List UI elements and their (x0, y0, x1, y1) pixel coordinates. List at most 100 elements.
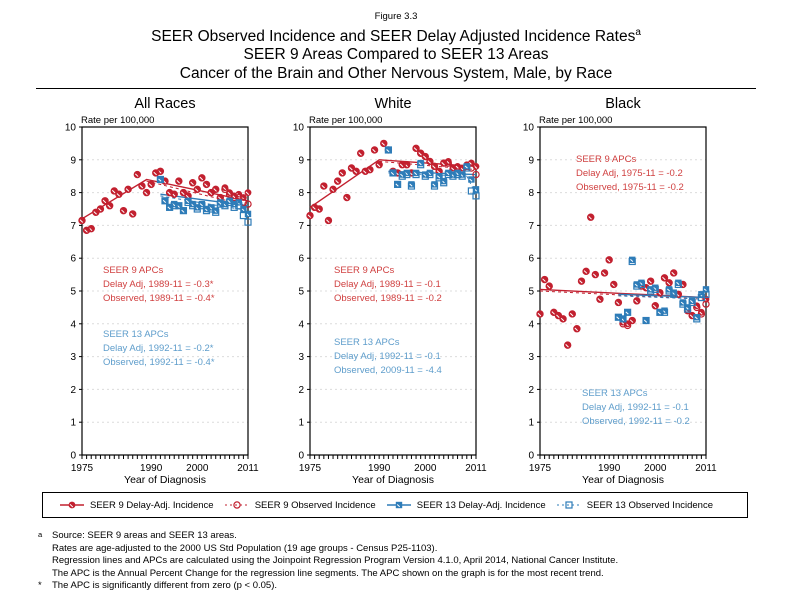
series-square-open (156, 175, 252, 226)
data-point (394, 181, 401, 188)
data-point (143, 189, 150, 196)
panel-white: White Rate per 100,000 0 1 2 3 4 5 6 7 8 9 10 1975 1… (268, 96, 501, 492)
data-point (203, 181, 210, 188)
data-point (426, 170, 434, 179)
data-point (596, 295, 604, 303)
footnote-line: Regression lines and APCs are calculated… (52, 555, 619, 566)
y-axis: 0 1 2 3 4 5 6 7 8 9 10 (293, 123, 310, 462)
data-point (458, 171, 466, 178)
apc-line: SEER 13 APCs (582, 388, 648, 399)
data-point (212, 207, 219, 214)
y-tick-label: 0 (298, 451, 304, 462)
footnote-line: The APC is the Annual Percent Change for… (52, 567, 604, 579)
data-point (371, 146, 378, 154)
series-circle-open (536, 213, 710, 349)
data-point (624, 308, 632, 316)
plot-all-races: 0 1 2 3 4 5 6 7 8 9 10 1975 1990 2000 2011 (65, 123, 259, 475)
data-point (426, 158, 434, 165)
data-point (697, 308, 705, 316)
data-point (563, 341, 572, 349)
plot-white: 0 1 2 3 4 5 6 7 8 9 10 1975 1990 2000 2011 (293, 123, 487, 475)
data-point (545, 282, 553, 290)
data-point (688, 298, 696, 307)
data-point (384, 146, 392, 154)
y-tick-label: 3 (70, 352, 76, 363)
data-point (380, 139, 388, 148)
data-point (225, 198, 234, 207)
footnote-line: The APC is significantly different from … (52, 580, 278, 591)
data-point (619, 315, 627, 323)
data-point (320, 182, 328, 190)
x-tick-label: 1990 (140, 463, 163, 474)
data-point (683, 305, 692, 313)
y-tick-label: 1 (528, 418, 534, 429)
data-point (198, 202, 206, 210)
data-point (435, 167, 443, 175)
data-point (651, 302, 659, 310)
data-point (403, 161, 411, 169)
apc-line: SEER 13 APCs (334, 337, 400, 348)
data-point (375, 161, 383, 169)
data-point (375, 161, 383, 169)
footnote-marker: a (38, 530, 43, 539)
data-point (628, 317, 636, 324)
data-point (670, 290, 678, 298)
data-point (468, 176, 475, 183)
data-point (665, 279, 673, 287)
y-tick-label: 8 (70, 188, 76, 199)
legend-marker (68, 501, 76, 509)
data-point (216, 200, 224, 208)
data-point (357, 149, 365, 157)
footnote-line: Rates are age-adjusted to the 2000 US St… (52, 542, 438, 554)
seer13-observed-marker-icon (556, 501, 581, 509)
data-point (637, 280, 646, 289)
data-point (629, 256, 636, 264)
data-point (647, 287, 655, 295)
y-tick-label: 4 (528, 319, 534, 330)
legend-marker (565, 501, 573, 509)
data-point (670, 269, 678, 277)
data-point (693, 303, 701, 312)
data-point (633, 282, 641, 290)
data-point (226, 197, 233, 204)
data-point (628, 316, 636, 325)
data-point (78, 217, 86, 224)
seer13-apc-annotation: SEER 13 APCs Delay Adj, 1992-11 = -0.1 Obs… (334, 336, 442, 378)
apc-line: Delay Adj, 1989-11 = -0.3* (103, 279, 214, 290)
data-point (440, 159, 448, 167)
data-point (133, 171, 141, 178)
panel-title: All Races (134, 96, 196, 112)
data-point (244, 189, 252, 196)
data-point (665, 286, 673, 293)
data-point (184, 197, 192, 204)
seer9-observed-marker-icon (224, 501, 249, 509)
seer13-delay-trend (618, 293, 707, 299)
data-point (661, 274, 668, 282)
y-tick-label: 6 (298, 254, 304, 265)
data-point (180, 207, 187, 214)
y-tick-label: 10 (523, 123, 535, 134)
data-point (661, 307, 668, 314)
data-point (568, 310, 576, 318)
data-point (426, 157, 434, 166)
y-tick-label: 6 (528, 254, 534, 265)
legend-item-seer9-delay: SEER 9 Delay-Adj. Incidence (59, 499, 214, 511)
data-point (170, 202, 178, 210)
seer9-apc-annotation: SEER 9 APCs Delay Adj, 1989-11 = -0.3* Obs… (103, 264, 215, 306)
data-point (244, 218, 252, 226)
data-point (338, 169, 346, 177)
apc-line: Delay Adj, 1992-11 = -0.1 (334, 351, 441, 362)
y-tick-label: 8 (528, 188, 534, 199)
data-point (157, 176, 164, 183)
data-point (244, 210, 252, 218)
data-point (175, 177, 183, 185)
data-point (198, 200, 206, 208)
data-point (656, 309, 664, 316)
y-tick-label: 5 (298, 287, 304, 298)
data-point (334, 177, 342, 185)
data-point (343, 194, 351, 201)
data-point (193, 185, 201, 193)
apc-line: Delay Adj, 1992-11 = -0.1 (582, 402, 689, 413)
data-point (175, 202, 183, 210)
